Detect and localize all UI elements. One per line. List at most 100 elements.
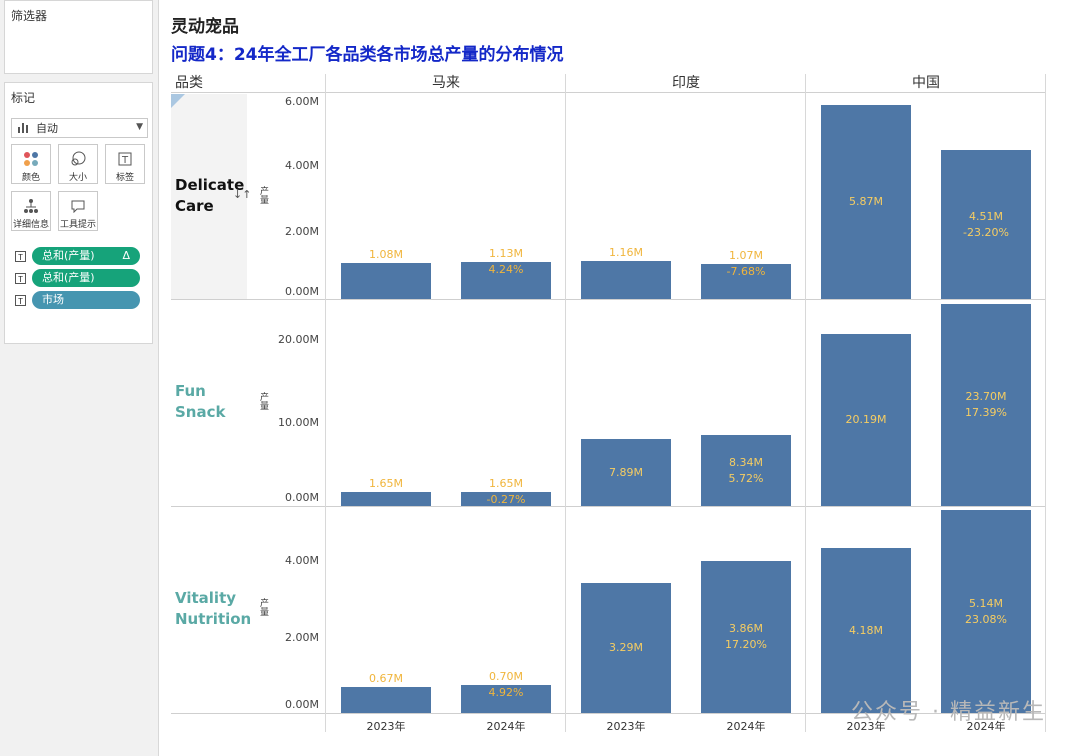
data-label: 5.14M 23.08%	[946, 596, 1026, 628]
grid-line	[171, 713, 1046, 714]
filters-card[interactable]: 筛选器	[4, 0, 153, 74]
tick: 4.00M	[285, 554, 319, 567]
value-label: 0.70M	[489, 670, 523, 683]
data-label: 0.67M	[346, 671, 426, 687]
change-label: 4.92%	[488, 686, 524, 699]
color-tile[interactable]: 颜色	[11, 144, 51, 184]
dashboard-title: 灵动宠品	[171, 17, 239, 37]
value-label: 8.34M	[729, 456, 763, 469]
selected-category-cell[interactable]	[171, 94, 247, 299]
pill-label: 总和(产量)	[42, 249, 95, 262]
value-label: 7.89M	[609, 466, 643, 479]
data-label: 3.86M 17.20%	[706, 621, 786, 653]
tick: 0.00M	[285, 491, 319, 504]
data-label: 5.87M	[826, 194, 906, 210]
bar[interactable]	[821, 105, 911, 299]
bar[interactable]	[941, 510, 1031, 713]
size-tile[interactable]: 大小	[58, 144, 98, 184]
bar[interactable]	[941, 150, 1031, 299]
x-label: 2024年	[966, 720, 1006, 733]
bar[interactable]	[581, 439, 671, 506]
change-label: -23.20%	[963, 226, 1009, 239]
value-label: 23.70M	[965, 390, 1007, 403]
color-dots-icon	[12, 148, 50, 170]
tooltip-tile[interactable]: 工具提示	[58, 191, 98, 231]
bar[interactable]	[821, 548, 911, 713]
label-tile[interactable]: T 标签	[105, 144, 145, 184]
data-label: 1.16M	[586, 245, 666, 261]
bar[interactable]	[941, 304, 1031, 506]
data-label: 1.08M	[346, 247, 426, 263]
bar[interactable]	[341, 492, 431, 506]
data-label: 0.70M 4.92%	[466, 669, 546, 701]
bar[interactable]	[821, 334, 911, 506]
speech-bubble-icon	[59, 195, 97, 217]
tick: 10.00M	[278, 416, 319, 429]
text-mark-icon: T	[15, 294, 26, 306]
bar-chart-icon	[18, 123, 30, 133]
data-label: 4.18M	[826, 623, 906, 639]
text-label-icon: T	[106, 148, 144, 170]
y-axis-title-1: 产量	[258, 186, 268, 204]
data-label: 1.65M	[346, 476, 426, 492]
marks-title: 标记	[11, 91, 36, 105]
color-tile-label: 颜色	[21, 173, 40, 183]
tick: 2.00M	[285, 631, 319, 644]
bar[interactable]	[701, 561, 791, 713]
grid-line	[171, 299, 1046, 300]
grid-line	[171, 506, 1046, 507]
value-label: 1.13M	[489, 247, 523, 260]
dashboard-subtitle: 问题4：24年全工厂各品类各市场总产量的分布情况	[171, 45, 564, 65]
pill-row-2[interactable]: T 总和(产量)	[15, 269, 140, 287]
pill-label: 总和(产量)	[42, 271, 95, 284]
data-label: 1.65M -0.27%	[466, 476, 546, 508]
tick: 2.00M	[285, 225, 319, 238]
value-label: 4.51M	[969, 210, 1003, 223]
bar[interactable]	[581, 261, 671, 299]
bar[interactable]	[461, 685, 551, 713]
market-pill[interactable]: 市场	[32, 291, 140, 309]
category-fun-snack[interactable]: Fun Snack	[175, 382, 226, 421]
x-label: 2023年	[606, 720, 646, 733]
size-tile-label: 大小	[68, 173, 87, 183]
data-label: 8.34M 5.72%	[706, 455, 786, 487]
value-label: 1.65M	[369, 477, 403, 490]
bar[interactable]	[461, 262, 551, 299]
x-label: 2024年	[726, 720, 766, 733]
sum-production-pill[interactable]: 总和(产量)	[32, 269, 140, 287]
change-label: 5.72%	[728, 472, 764, 485]
pill-row-3[interactable]: T 市场	[15, 291, 140, 309]
data-label: 7.89M	[586, 465, 666, 481]
bar[interactable]	[341, 263, 431, 299]
y-axis-title-2: 产量	[258, 392, 268, 410]
detail-tile[interactable]: 详细信息	[11, 191, 51, 231]
marks-card: 标记 自动 ▼ 颜色 大小 T 标签	[4, 82, 153, 344]
data-label: 3.29M	[586, 640, 666, 656]
tooltip-tile-label: 工具提示	[59, 220, 96, 230]
bar[interactable]	[581, 583, 671, 713]
grid-line	[565, 74, 566, 732]
hierarchy-icon	[12, 195, 50, 217]
size-circles-icon	[59, 148, 97, 170]
sum-production-pill[interactable]: 总和(产量) Δ	[32, 247, 140, 265]
category-vitality-nutrition[interactable]: Vitality Nutrition	[175, 589, 252, 628]
category-delicate-care[interactable]: Delicate Care	[175, 176, 245, 215]
grid-line	[805, 74, 806, 732]
bar[interactable]	[341, 687, 431, 713]
svg-text:T: T	[121, 155, 129, 166]
value-label: 5.14M	[969, 597, 1003, 610]
bar[interactable]	[701, 435, 791, 506]
sort-icon[interactable]: ↓↑	[233, 188, 252, 201]
mark-type-dropdown[interactable]: 自动 ▼	[11, 118, 148, 138]
change-label: -0.27%	[486, 493, 526, 506]
data-label: 4.51M -23.20%	[946, 209, 1026, 241]
grid-line	[325, 74, 326, 732]
grid-line	[171, 92, 1046, 93]
pill-label: 市场	[42, 293, 64, 306]
value-label: 1.07M	[729, 249, 763, 262]
bar[interactable]	[701, 264, 791, 299]
market-header-india: 印度	[672, 75, 700, 91]
text-mark-icon: T	[15, 272, 26, 284]
pill-row-1[interactable]: T 总和(产量) Δ	[15, 247, 140, 265]
bar[interactable]	[461, 492, 551, 506]
